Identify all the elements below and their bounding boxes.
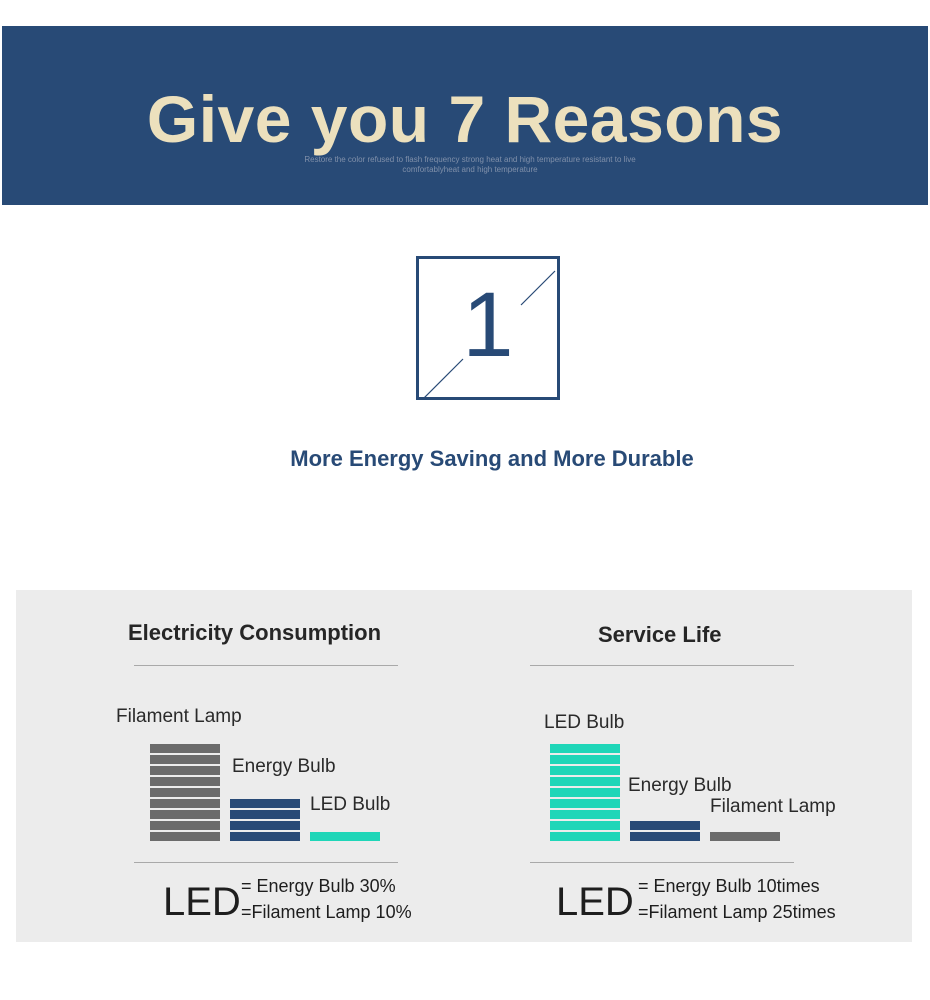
electricity-top-divider	[134, 665, 398, 666]
electricity-label-energy: Energy Bulb	[232, 756, 336, 777]
banner-subtitle: Restore the color refused to flash frequ…	[242, 155, 698, 175]
service-bar-filament	[710, 832, 780, 841]
service-bar-led	[550, 744, 620, 841]
electricity-led-word: LED	[163, 880, 241, 924]
reason-headline: More Energy Saving and More Durable	[290, 446, 694, 471]
service-bottom-divider	[530, 862, 794, 863]
electricity-heading: Electricity Consumption	[128, 620, 382, 645]
service-top-divider	[530, 665, 794, 666]
electricity-equation-1: = Energy Bulb 30%	[241, 876, 396, 896]
service-heading: Service Life	[598, 622, 722, 647]
reason-number-box: 1	[416, 256, 560, 400]
service-equation-2: =Filament Lamp 25times	[638, 902, 836, 922]
electricity-equation-2: =Filament Lamp 10%	[241, 902, 412, 922]
electricity-bar-energy	[230, 799, 300, 841]
header-banner: Give you 7 Reasons Restore the color ref…	[2, 26, 928, 205]
banner-title: Give you 7 Reasons	[146, 82, 784, 156]
service-bar-energy	[630, 821, 700, 841]
electricity-bar-filament	[150, 744, 220, 841]
service-label-filament: Filament Lamp	[710, 796, 836, 817]
electricity-label-filament: Filament Lamp	[116, 706, 242, 727]
electricity-bar-led	[310, 832, 380, 841]
service-equation-1: = Energy Bulb 10times	[638, 876, 820, 896]
electricity-label-led: LED Bulb	[310, 794, 391, 815]
service-led-word: LED	[556, 880, 634, 924]
banner-subtitle-line-2: comfortablyheat and high temperature	[402, 165, 538, 174]
electricity-bottom-divider	[134, 862, 398, 863]
diagonal-lines	[424, 270, 556, 397]
service-label-led: LED Bulb	[544, 712, 625, 733]
comparison-panel: Electricity Consumption Filament Lamp En…	[16, 590, 912, 942]
banner-subtitle-line-1: Restore the color refused to flash frequ…	[304, 155, 636, 164]
service-label-energy: Energy Bulb	[628, 775, 732, 796]
reason-number: 1	[462, 274, 514, 376]
